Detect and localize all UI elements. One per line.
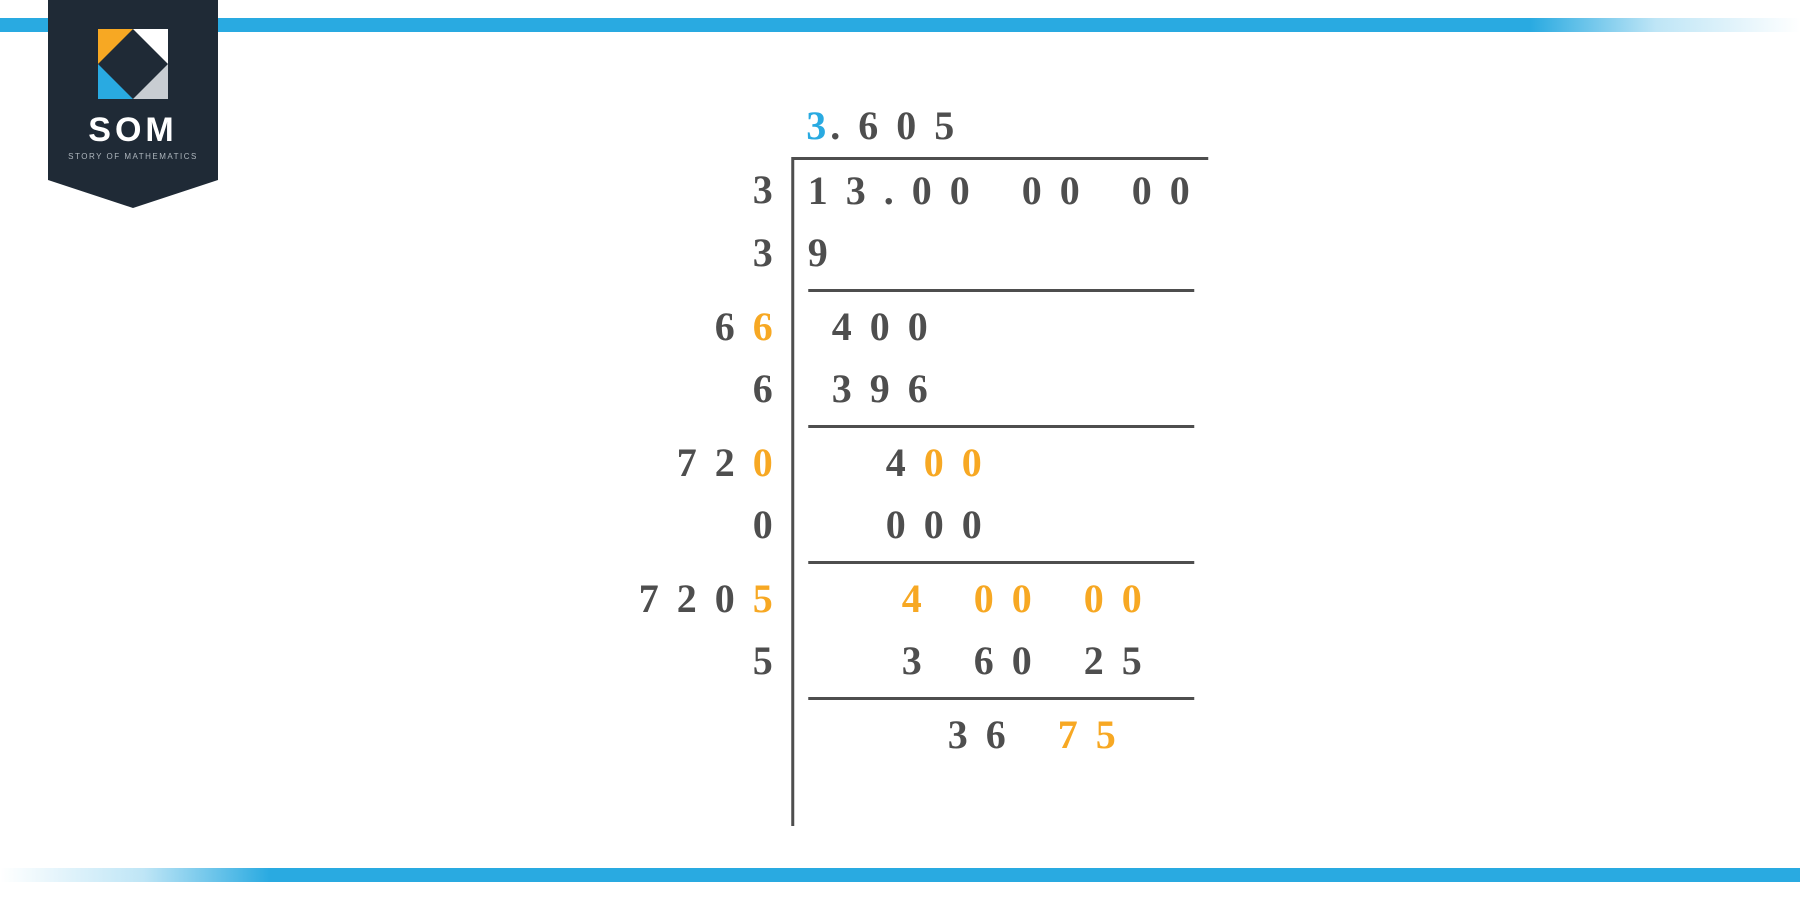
step3-bringdown: 7 2 0 4 0 0	[592, 432, 1208, 494]
long-division-figure: 3. 6 0 5 3 1 3 . 0 0 0 0 0 0 3 9 6 6 4 0…	[592, 95, 1208, 826]
step3-product: 0 0 0	[808, 502, 986, 547]
brand-tagline: STORY OF MATHEMATICS	[68, 152, 198, 161]
step3-subtract: 0 0 0 0	[592, 494, 1208, 556]
divisor-2a: 6 6	[592, 296, 792, 358]
bottom-accent-bar	[0, 868, 1800, 882]
divisor-4a: 7 2 0 5	[592, 568, 792, 630]
top-accent-bar	[0, 18, 1800, 32]
rule-1	[808, 289, 1194, 292]
quotient-row: 3. 6 0 5	[592, 95, 1208, 159]
division-table: 3. 6 0 5 3 1 3 . 0 0 0 0 0 0 3 9 6 6 4 0…	[592, 95, 1208, 826]
rule-4	[808, 697, 1194, 700]
trailing-space	[592, 766, 1208, 826]
step1-subtract: 3 9	[592, 222, 1208, 284]
step4-bringdown: 7 2 0 5 4 0 0 0 0	[592, 568, 1208, 630]
brand-logo-icon	[98, 29, 168, 99]
step3-remainder: 4 0 0	[808, 440, 986, 485]
radicand: 1 3 . 0 0 0 0 0 0	[792, 159, 1208, 223]
step2-bringdown: 6 6 4 0 0	[592, 296, 1208, 358]
step1-product: 9	[792, 222, 1208, 284]
step2-subtract: 6 3 9 6	[592, 358, 1208, 420]
divisor-2b: 6	[592, 358, 792, 420]
dividend-row: 3 1 3 . 0 0 0 0 0 0	[592, 159, 1208, 223]
step4-subtract: 5 3 6 0 2 5	[592, 630, 1208, 692]
step4-product: 3 6 0 2 5	[808, 638, 1146, 683]
divisor-1a: 3	[592, 159, 792, 223]
step2-remainder: 4 0 0	[808, 304, 932, 349]
step2-product: 3 9 6	[808, 366, 932, 411]
quotient-first-digit: 3	[806, 103, 830, 148]
divisor-1b: 3	[592, 222, 792, 284]
brand-name: SOM	[88, 111, 177, 150]
quotient-rest: . 6 0 5	[830, 103, 958, 148]
final-remainder: 3 6 7 5	[808, 712, 1120, 757]
divisor-3b: 0	[592, 494, 792, 556]
rule-2	[808, 425, 1194, 428]
divisor-4b: 5	[592, 630, 792, 692]
quotient-value: 3. 6 0 5	[792, 95, 1208, 159]
rule-3	[808, 561, 1194, 564]
divisor-3a: 7 2 0	[592, 432, 792, 494]
brand-badge: SOM STORY OF MATHEMATICS	[48, 0, 218, 180]
step4-remainder: 4 0 0 0 0	[808, 576, 1146, 621]
final-remainder-row: 3 6 7 5	[592, 704, 1208, 766]
